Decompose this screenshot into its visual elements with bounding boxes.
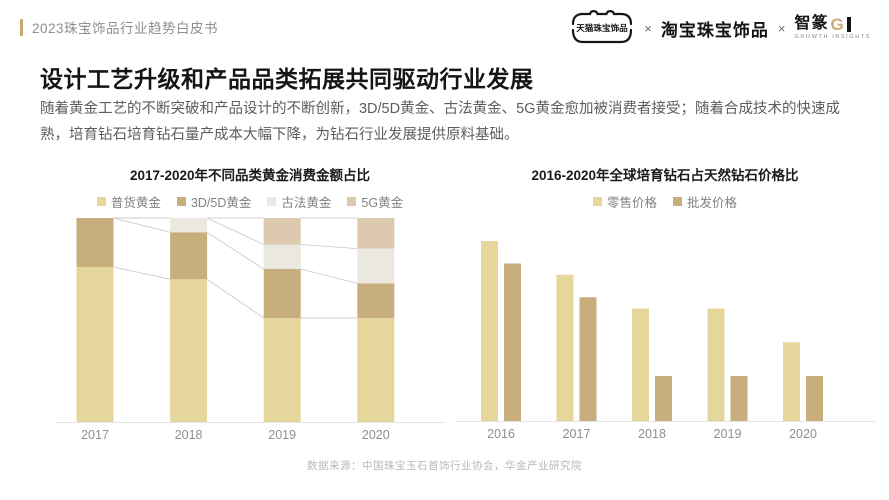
document-label-text: 2023珠宝饰品行业趋势白皮书 (32, 21, 219, 36)
legend-swatch (592, 197, 602, 206)
legend-label: 批发价格 (687, 196, 738, 210)
bar-segment-普货黄金 (76, 266, 114, 422)
connector-line (206, 217, 264, 245)
bar-批发价格 (504, 263, 521, 421)
document-label: 2023珠宝饰品行业趋势白皮书 (20, 17, 218, 37)
legend-label: 零售价格 (606, 196, 657, 210)
bar-零售价格 (783, 342, 800, 421)
legend-label: 3D/5D黄金 (190, 196, 252, 210)
bar-批发价格 (579, 297, 597, 421)
x-axis-label: 2017 (81, 428, 109, 442)
bar-segment-3D/5D黄金 (76, 218, 114, 267)
bar-批发价格 (655, 376, 672, 421)
gold-chart-legend: 普货黄金 3D/5D黄金 古法黄金 5G黄金 (55, 192, 445, 211)
gi-logo-i-bar (846, 16, 851, 32)
legend-item: 批发价格 (673, 192, 737, 211)
tmall-logo: 天猫珠宝饰品 (569, 9, 635, 47)
legend-swatch (347, 197, 357, 206)
x-axis-label: 2018 (638, 427, 666, 441)
legend-swatch (673, 197, 682, 206)
gold-chart-title: 2017-2020年不同品类黄金消费金额占比 (129, 168, 371, 183)
bar-segment-古法黄金 (170, 218, 208, 233)
bar-零售价格 (481, 241, 498, 421)
x-axis-label: 2020 (362, 428, 390, 442)
legend-item: 3D/5D黄金 (176, 192, 252, 211)
legend-label: 5G黄金 (361, 196, 404, 210)
gold-consumption-chart: 2017 2018 2019 2020 (55, 217, 445, 442)
gi-logo-name: 智篆 (794, 15, 829, 33)
x-separator: × (777, 20, 786, 36)
page-description: 随着黄金工艺的不断突破和产品设计的不断创新，3D/5D黄金、古法黄金、5G黄金愈… (40, 101, 840, 143)
bar-segment-5G黄金 (263, 218, 301, 245)
connector-line (300, 244, 358, 249)
legend-swatch (267, 197, 277, 206)
connector-line (206, 231, 264, 270)
svg-text:天猫珠宝饰品: 天猫珠宝饰品 (576, 22, 628, 33)
legend-item: 5G黄金 (347, 192, 403, 211)
tmall-cat-icon: 天猫珠宝饰品 (572, 10, 633, 44)
header: 2023珠宝饰品行业趋势白皮书 天猫珠宝饰品 × 淘宝珠宝饰品 × 智篆 G G… (0, 0, 889, 52)
bar-segment-5G黄金 (357, 218, 395, 249)
x-axis-label: 2018 (175, 428, 203, 442)
bar-segment-古法黄金 (263, 244, 301, 269)
bar-segment-3D/5D黄金 (263, 269, 301, 318)
bar-批发价格 (806, 376, 823, 421)
legend-item: 古法黄金 (267, 192, 331, 211)
bar-segment-3D/5D黄金 (170, 232, 208, 280)
connector-line (113, 266, 171, 280)
page-title: 设计工艺升级和产品品类拓展共同驱动行业发展 (40, 66, 534, 92)
bar-零售价格 (632, 308, 649, 421)
diamond-chart-legend: 零售价格 批发价格 (455, 192, 875, 211)
legend-item: 普货黄金 (96, 192, 161, 211)
accent-bar (20, 18, 23, 36)
bar-segment-普货黄金 (170, 279, 208, 422)
bar-segment-普货黄金 (357, 317, 395, 422)
diamond-chart-title: 2016-2020年全球培育钻石占天然钻石价格比 (531, 168, 799, 183)
x-axis-label: 2019 (268, 428, 296, 442)
legend-swatch (96, 197, 106, 206)
bar-零售价格 (556, 274, 574, 421)
brand-logos: 天猫珠宝饰品 × 淘宝珠宝饰品 × 智篆 G GROWTH INSIGHTS (569, 8, 871, 48)
taobao-logo: 淘宝珠宝饰品 (660, 20, 769, 40)
bar-零售价格 (707, 308, 725, 421)
x-axis-label: 2016 (487, 427, 515, 441)
footer: 数据来源：中国珠宝玉石首饰行业协会，华金产业研究院 (0, 456, 889, 474)
bar-segment-普货黄金 (263, 317, 301, 422)
legend-label: 普货黄金 (110, 196, 161, 210)
connector-line (113, 217, 171, 233)
gi-logo-g: G (830, 14, 844, 34)
bar-segment-3D/5D黄金 (357, 283, 395, 318)
diamond-price-chart: 2016 2017 2018 2019 2020 (455, 241, 875, 441)
x-separator: × (644, 20, 652, 36)
bar-segment-古法黄金 (357, 248, 395, 284)
data-source: 数据来源：中国珠宝玉石首饰行业协会，华金产业研究院 (307, 460, 582, 472)
connector-line (300, 268, 358, 284)
gi-logo-row: 智篆 G (794, 14, 851, 34)
bar-批发价格 (730, 376, 748, 421)
x-axis-label: 2020 (789, 427, 817, 441)
legend-swatch (176, 197, 186, 206)
connector-line (206, 278, 264, 319)
gi-logo-subtext: GROWTH INSIGHTS (794, 33, 871, 40)
x-axis-label: 2019 (714, 427, 742, 441)
legend-item: 零售价格 (592, 192, 657, 211)
x-axis-label: 2017 (563, 427, 591, 441)
legend-label: 古法黄金 (281, 196, 332, 210)
gi-logo: 智篆 G GROWTH INSIGHTS (794, 16, 871, 41)
